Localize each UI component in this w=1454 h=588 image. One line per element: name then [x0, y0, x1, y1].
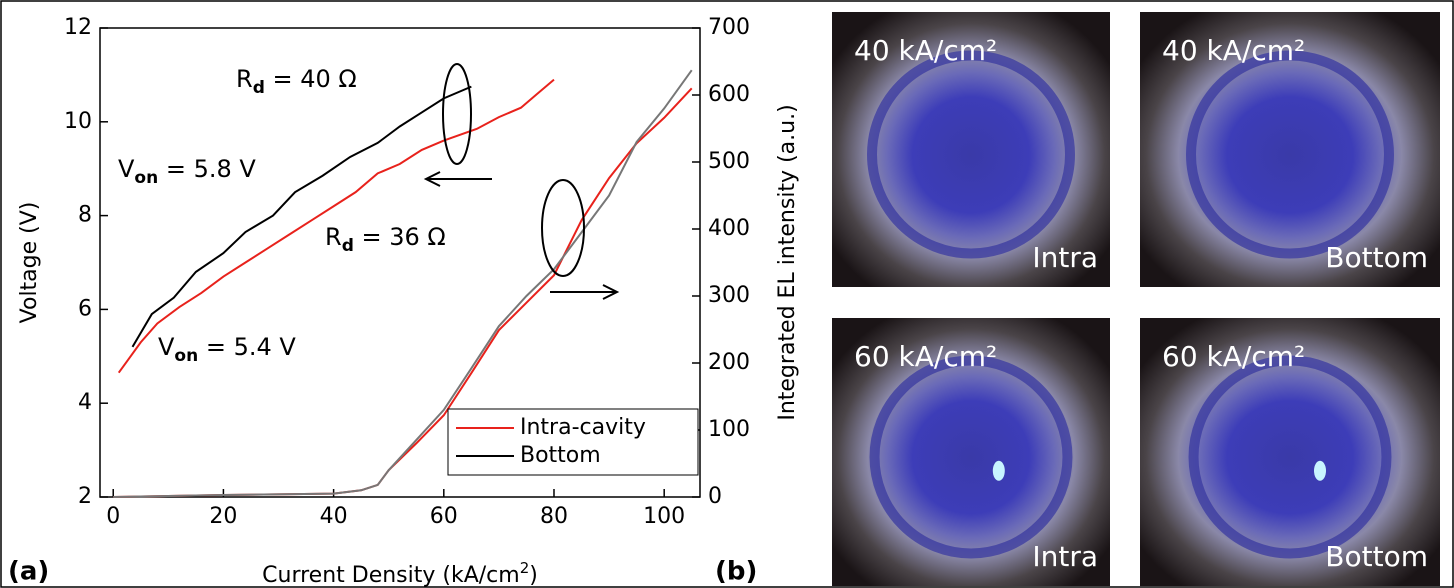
y2-tick-label: 200	[708, 350, 750, 375]
data-line	[131, 85, 472, 348]
annotation-sub: d	[342, 236, 354, 256]
annotation-ellipse	[442, 63, 472, 165]
image-density-label: 60 kA/cm²	[1162, 340, 1305, 373]
annotation-main: R	[236, 65, 253, 93]
y-axis-label: Voltage (V)	[17, 202, 42, 324]
annotation-tail: = 36 Ω	[354, 223, 446, 251]
annotation-sub: on	[134, 168, 158, 188]
image-position-label: Bottom	[1325, 241, 1428, 274]
hot-spot	[992, 460, 1005, 481]
x-tick-label: 60	[430, 504, 458, 529]
x-axis-label-tail: )	[529, 563, 538, 588]
x-axis-label-text: Current Density (kA/cm	[262, 563, 520, 588]
x-tick-label: 0	[106, 504, 120, 529]
y2-tick-label: 600	[708, 82, 750, 107]
y2-tick-label: 300	[708, 283, 750, 308]
y2-tick-label: 700	[708, 15, 750, 40]
x-tick-label: 100	[643, 504, 685, 529]
x-tick-label: 20	[209, 504, 237, 529]
annotation-ellipse	[541, 179, 585, 277]
y-tick-label: 8	[78, 203, 92, 228]
data-line	[117, 78, 555, 374]
annotation-sub: d	[253, 78, 265, 98]
annotation-sub: on	[174, 346, 198, 366]
y-tick-label: 10	[64, 109, 92, 134]
annotation-tail: = 5.8 V	[158, 155, 256, 183]
annotation: Rd = 36 Ω	[325, 223, 446, 256]
annotation-tail: = 40 Ω	[265, 65, 357, 93]
annotation-main: V	[158, 333, 175, 361]
y-tick-label: 2	[78, 484, 92, 509]
image-ring	[869, 355, 1073, 559]
image-ring	[867, 50, 1075, 259]
image-ring	[1188, 355, 1392, 559]
panel-label: (b)	[715, 557, 757, 587]
arrow	[423, 171, 492, 187]
image-position-label: Bottom	[1325, 540, 1428, 573]
x-tick-label: 80	[540, 504, 568, 529]
y2-tick-label: 400	[708, 216, 750, 241]
y2-tick-label: 0	[708, 484, 722, 509]
x-tick-label: 40	[320, 504, 348, 529]
image-ring	[1186, 50, 1394, 259]
data-line	[113, 69, 693, 498]
legend-box	[447, 408, 699, 476]
y2-tick-label: 100	[708, 417, 750, 442]
legend-label: Intra-cavity	[520, 415, 646, 440]
arrow	[550, 284, 620, 300]
panel-label: (a)	[8, 557, 49, 587]
annotation-main: R	[325, 223, 342, 251]
annotation: Von = 5.8 V	[118, 155, 256, 188]
y2-tick-label: 500	[708, 149, 750, 174]
annotation-tail: = 5.4 V	[198, 333, 296, 361]
y2-axis-label: Integrated EL intensity (a.u.)	[775, 104, 800, 420]
image-density-label: 40 kA/cm²	[1162, 34, 1305, 67]
hot-spot	[1314, 460, 1326, 481]
legend-label: Bottom	[520, 443, 601, 468]
image-density-label: 40 kA/cm²	[854, 34, 997, 67]
y-tick-label: 12	[64, 15, 92, 40]
x-axis-label-sup: 2	[520, 559, 530, 577]
y-tick-label: 4	[78, 390, 92, 415]
y-tick-label: 6	[78, 296, 92, 321]
image-position-label: Intra	[1032, 241, 1098, 274]
image-density-label: 60 kA/cm²	[854, 340, 997, 373]
annotation-main: V	[118, 155, 135, 183]
image-position-label: Intra	[1032, 540, 1098, 573]
annotation: Von = 5.4 V	[158, 333, 296, 366]
annotation: Rd = 40 Ω	[236, 65, 357, 98]
plot-frame	[99, 27, 701, 498]
x-axis-label: Current Density (kA/cm2)	[262, 559, 538, 588]
